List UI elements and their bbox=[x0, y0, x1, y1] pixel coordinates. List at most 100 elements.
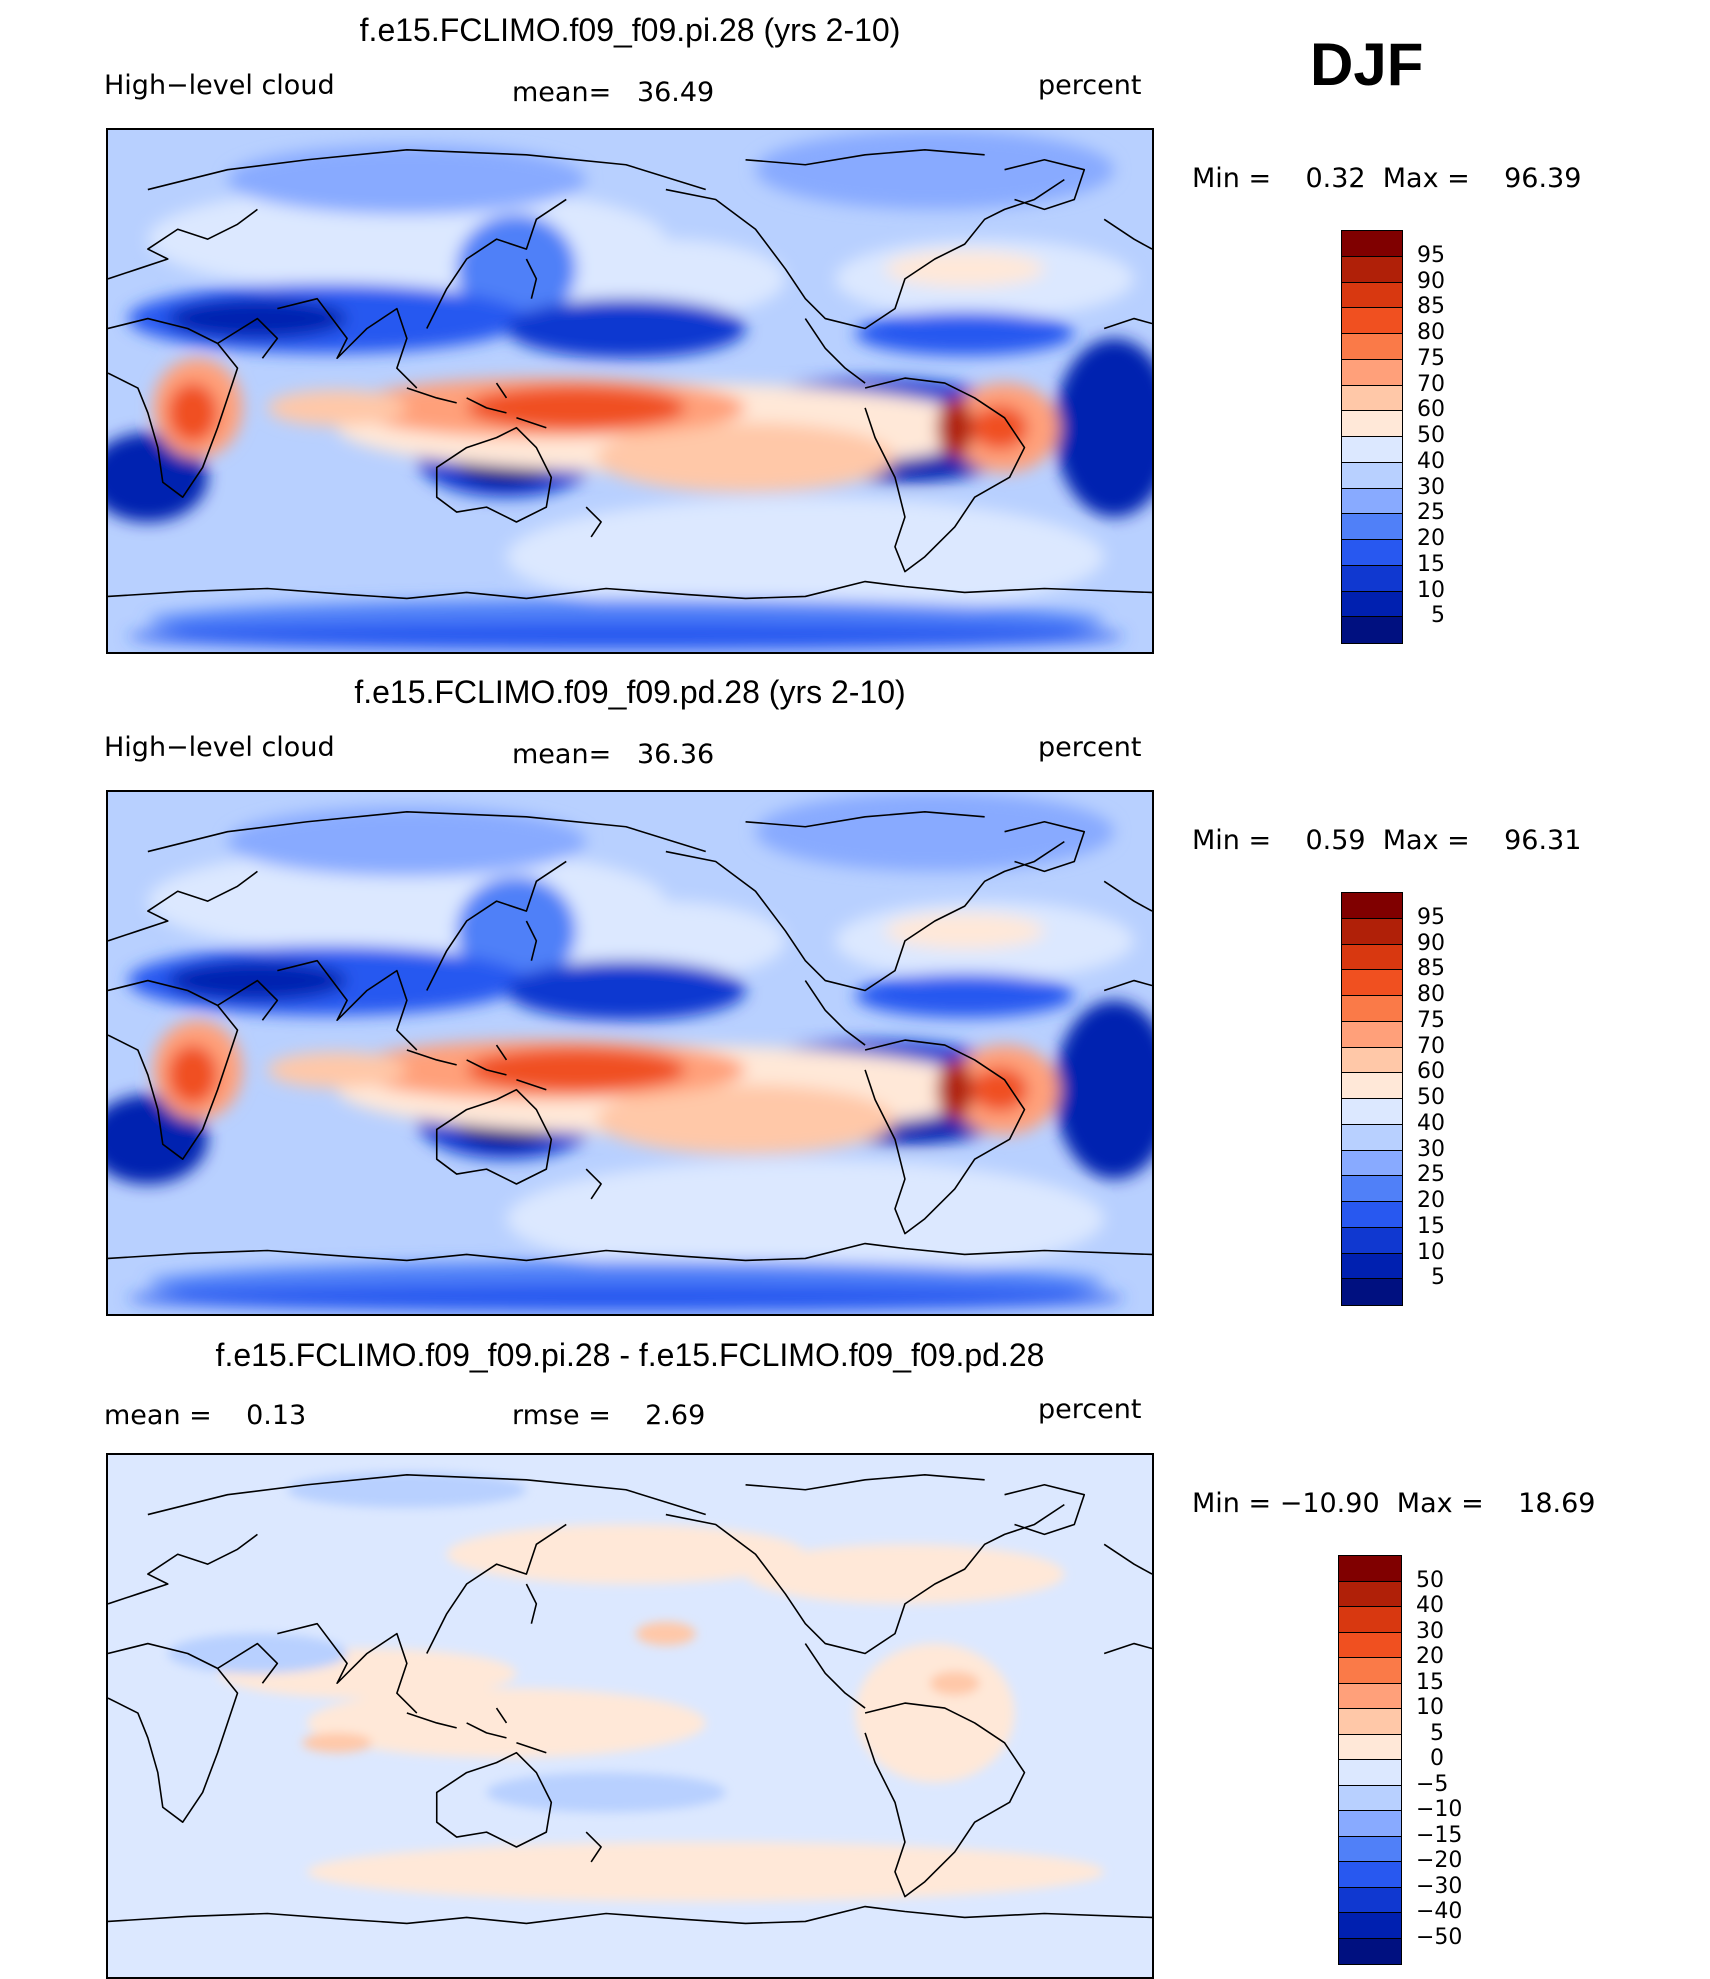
panel-3-map bbox=[106, 1453, 1154, 1979]
panel-2-variable-label: High−level cloud bbox=[104, 732, 335, 763]
colorbar-swatch bbox=[1342, 308, 1402, 334]
colorbar-level-label: 10 bbox=[1416, 1695, 1444, 1720]
panel-1-map bbox=[106, 128, 1154, 654]
colorbar-swatch bbox=[1339, 1785, 1401, 1811]
colorbar-level-label: 70 bbox=[1417, 371, 1445, 397]
colorbar-swatch bbox=[1342, 1021, 1402, 1048]
season-label: DJF bbox=[1310, 31, 1424, 98]
colorbar-swatch bbox=[1339, 1556, 1401, 1582]
colorbar-swatch bbox=[1339, 1811, 1401, 1837]
panel-2-colorbar bbox=[1341, 892, 1403, 1306]
colorbar-level-label: 30 bbox=[1417, 1136, 1445, 1162]
panel-2-mean-label: mean= 36.36 bbox=[512, 739, 715, 770]
colorbar-level-label: 75 bbox=[1417, 1007, 1445, 1033]
colorbar-level-label: −5 bbox=[1416, 1771, 1449, 1797]
colorbar-level-label: 75 bbox=[1417, 345, 1445, 371]
colorbar-swatch bbox=[1342, 1176, 1402, 1202]
colorbar-level-label: 80 bbox=[1417, 982, 1445, 1007]
colorbar-swatch bbox=[1342, 1227, 1402, 1254]
panel-1-mean-label: mean= 36.49 bbox=[512, 77, 715, 108]
colorbar-level-label: 5 bbox=[1431, 603, 1445, 629]
colorbar-swatch bbox=[1342, 591, 1402, 618]
colorbar-level-label: −10 bbox=[1416, 1797, 1463, 1822]
panel-1-minmax: Min = 0.32 Max = 96.39 bbox=[1192, 163, 1582, 194]
colorbar-swatch bbox=[1342, 970, 1402, 996]
colorbar-level-label: 25 bbox=[1417, 1162, 1445, 1188]
colorbar-swatch bbox=[1342, 996, 1402, 1022]
colorbar-swatch bbox=[1342, 231, 1402, 257]
panel-1-map-svg bbox=[108, 130, 1152, 652]
colorbar-swatch bbox=[1342, 385, 1402, 412]
colorbar-swatch bbox=[1342, 1202, 1402, 1228]
colorbar-swatch bbox=[1342, 565, 1402, 592]
colorbar-swatch bbox=[1342, 944, 1402, 971]
colorbar-swatch bbox=[1342, 411, 1402, 437]
colorbar-swatch bbox=[1342, 1279, 1402, 1305]
colorbar-level-label: 70 bbox=[1417, 1033, 1445, 1059]
panel-1-units-label: percent bbox=[1038, 70, 1142, 101]
panel-3-units-label: percent bbox=[1038, 1394, 1142, 1425]
colorbar-swatch bbox=[1342, 617, 1402, 643]
panel-2-map bbox=[106, 790, 1154, 1316]
colorbar-level-label: 5 bbox=[1431, 1265, 1445, 1291]
colorbar-level-label: 40 bbox=[1417, 1110, 1445, 1136]
colorbar-level-label: 80 bbox=[1417, 320, 1445, 345]
colorbar-swatch bbox=[1339, 1862, 1401, 1888]
panel-3-mean-label: mean = 0.13 bbox=[104, 1400, 307, 1431]
colorbar-level-label: 15 bbox=[1417, 1213, 1445, 1239]
colorbar-swatch bbox=[1342, 1253, 1402, 1280]
colorbar-level-label: 90 bbox=[1417, 268, 1445, 294]
panel-1-variable-label: High−level cloud bbox=[104, 70, 335, 101]
panel-2-units-label: percent bbox=[1038, 732, 1142, 763]
panel-3-rmse-label: rmse = 2.69 bbox=[512, 1400, 706, 1431]
colorbar-level-label: 25 bbox=[1417, 500, 1445, 526]
colorbar-swatch bbox=[1339, 1683, 1401, 1709]
colorbar-swatch bbox=[1342, 359, 1402, 386]
colorbar-level-label: 60 bbox=[1417, 397, 1445, 423]
colorbar-swatch bbox=[1339, 1709, 1401, 1735]
panel-3-minmax: Min = −10.90 Max = 18.69 bbox=[1192, 1488, 1596, 1519]
colorbar-swatch bbox=[1342, 334, 1402, 360]
colorbar-level-label: 90 bbox=[1417, 930, 1445, 956]
panel-2-minmax: Min = 0.59 Max = 96.31 bbox=[1192, 825, 1582, 856]
panel-1-colorbar bbox=[1341, 230, 1403, 644]
colorbar-level-label: 95 bbox=[1417, 242, 1445, 268]
colorbar-swatch bbox=[1342, 488, 1402, 515]
colorbar-level-label: 10 bbox=[1417, 577, 1445, 603]
colorbar-level-label: 5 bbox=[1430, 1720, 1444, 1746]
colorbar-level-label: 20 bbox=[1417, 526, 1445, 551]
colorbar-level-label: 50 bbox=[1417, 1085, 1445, 1110]
colorbar-level-label: 85 bbox=[1417, 956, 1445, 982]
colorbar-level-label: −20 bbox=[1416, 1848, 1463, 1873]
colorbar-level-label: 40 bbox=[1417, 448, 1445, 474]
colorbar-swatch bbox=[1339, 1836, 1401, 1862]
colorbar-level-label: 50 bbox=[1416, 1567, 1444, 1593]
colorbar-swatch bbox=[1339, 1658, 1401, 1684]
colorbar-level-label: 15 bbox=[1416, 1669, 1444, 1695]
colorbar-level-label: 30 bbox=[1417, 474, 1445, 500]
colorbar-swatch bbox=[1339, 1734, 1401, 1760]
colorbar-swatch bbox=[1342, 282, 1402, 309]
panel-2-map-svg bbox=[108, 792, 1152, 1314]
colorbar-swatch bbox=[1339, 1938, 1401, 1964]
colorbar-level-label: 20 bbox=[1417, 1188, 1445, 1213]
colorbar-level-label: 30 bbox=[1416, 1618, 1444, 1644]
colorbar-level-label: 50 bbox=[1417, 423, 1445, 448]
panel-3-colorbar bbox=[1338, 1555, 1402, 1965]
colorbar-swatch bbox=[1342, 437, 1402, 463]
colorbar-swatch bbox=[1339, 1760, 1401, 1786]
colorbar-level-label: −15 bbox=[1416, 1822, 1463, 1848]
colorbar-level-label: −50 bbox=[1416, 1924, 1463, 1950]
colorbar-swatch bbox=[1339, 1632, 1401, 1658]
colorbar-swatch bbox=[1342, 256, 1402, 283]
colorbar-swatch bbox=[1339, 1887, 1401, 1913]
panel-2-title: f.e15.FCLIMO.f09_f09.pd.28 (yrs 2-10) bbox=[354, 674, 906, 710]
colorbar-swatch bbox=[1339, 1581, 1401, 1607]
colorbar-level-label: 20 bbox=[1416, 1644, 1444, 1669]
colorbar-swatch bbox=[1339, 1607, 1401, 1633]
panel-3-title: f.e15.FCLIMO.f09_f09.pi.28 - f.e15.FCLIM… bbox=[215, 1337, 1045, 1373]
panel-1-title: f.e15.FCLIMO.f09_f09.pi.28 (yrs 2-10) bbox=[359, 12, 901, 48]
colorbar-level-label: 15 bbox=[1417, 551, 1445, 577]
colorbar-level-label: 40 bbox=[1416, 1593, 1444, 1618]
